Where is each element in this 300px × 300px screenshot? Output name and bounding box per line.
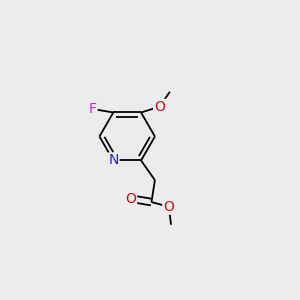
Text: N: N [108,154,119,167]
Text: F: F [88,102,97,116]
Text: O: O [163,200,174,214]
Text: O: O [154,100,165,114]
Text: O: O [125,192,136,206]
